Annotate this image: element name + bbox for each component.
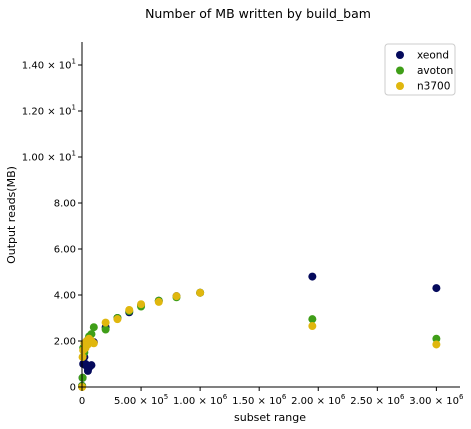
data-point-n3700: [125, 305, 134, 314]
data-point-n3700: [89, 339, 98, 348]
data-point-avoton: [308, 315, 317, 324]
legend-marker: [396, 66, 404, 75]
x-tick-label: 1.00 × 106: [173, 393, 228, 407]
y-axis: 0 2.00 4.00 6.00 8.00 1.00 × 101 1.20 × 101 1.4…: [22, 42, 83, 394]
x-tick-label: 1.50 × 106: [232, 393, 287, 407]
legend-marker: [396, 82, 404, 90]
data-point-avoton: [89, 323, 98, 332]
data-point-n3700: [78, 353, 87, 362]
data-point-n3700: [137, 300, 146, 309]
data-point-n3700: [196, 288, 205, 297]
x-tick-label: 5.00 × 105: [114, 393, 168, 407]
legend-item-avoton: avoton: [396, 65, 453, 77]
y-tick-label: 8.00: [54, 199, 76, 210]
chart-title: Number of MB written by build_bam: [145, 6, 371, 21]
series-xeond: [78, 272, 441, 390]
x-tick-label: 3.00 × 106: [409, 393, 464, 407]
data-point-n3700: [113, 315, 122, 324]
data-point-n3700: [172, 292, 181, 301]
x-tick-label: 0: [79, 396, 85, 407]
data-point-n3700: [308, 322, 317, 331]
legend-item-xeond: xeond: [396, 50, 449, 62]
legend-marker: [396, 51, 404, 59]
x-tick-label: 2.00 × 106: [291, 393, 346, 407]
y-tick-label: 4.00: [54, 291, 76, 302]
data-point-xeond: [432, 284, 441, 293]
data-point-avoton: [432, 334, 441, 343]
legend-label: xeond: [417, 50, 449, 62]
data-point-xeond: [308, 272, 317, 281]
legend-item-n3700: n3700: [396, 81, 450, 93]
y-tick-label: 1.40 × 101: [22, 58, 76, 72]
x-axis: 0 5.00 × 105 1.00 × 106 1.50 × 106 2.00 × 10…: [79, 386, 464, 407]
y-tick-label: 0: [70, 383, 76, 394]
data-point-n3700: [154, 297, 163, 306]
data-point-n3700: [432, 340, 441, 349]
legend: xeond avoton n3700: [384, 43, 456, 96]
data-point-avoton: [101, 325, 110, 334]
y-axis-title: Output reads(MB): [5, 166, 18, 264]
y-tick-label: 6.00: [54, 245, 76, 256]
data-point-avoton: [78, 373, 87, 382]
series-avoton: [78, 288, 441, 390]
data-point-xeond: [87, 361, 96, 370]
plot-area: [78, 272, 441, 391]
series-n3700: [78, 288, 441, 391]
data-point-n3700: [101, 318, 110, 327]
y-tick-label: 1.20 × 101: [22, 104, 76, 118]
legend-label: n3700: [417, 81, 450, 93]
y-tick-label: 2.00: [54, 337, 76, 348]
y-tick-label: 1.00 × 101: [22, 150, 76, 164]
x-axis-title: subset range: [234, 411, 306, 424]
legend-label: avoton: [417, 65, 453, 77]
x-tick-label: 2.50 × 106: [350, 393, 405, 407]
